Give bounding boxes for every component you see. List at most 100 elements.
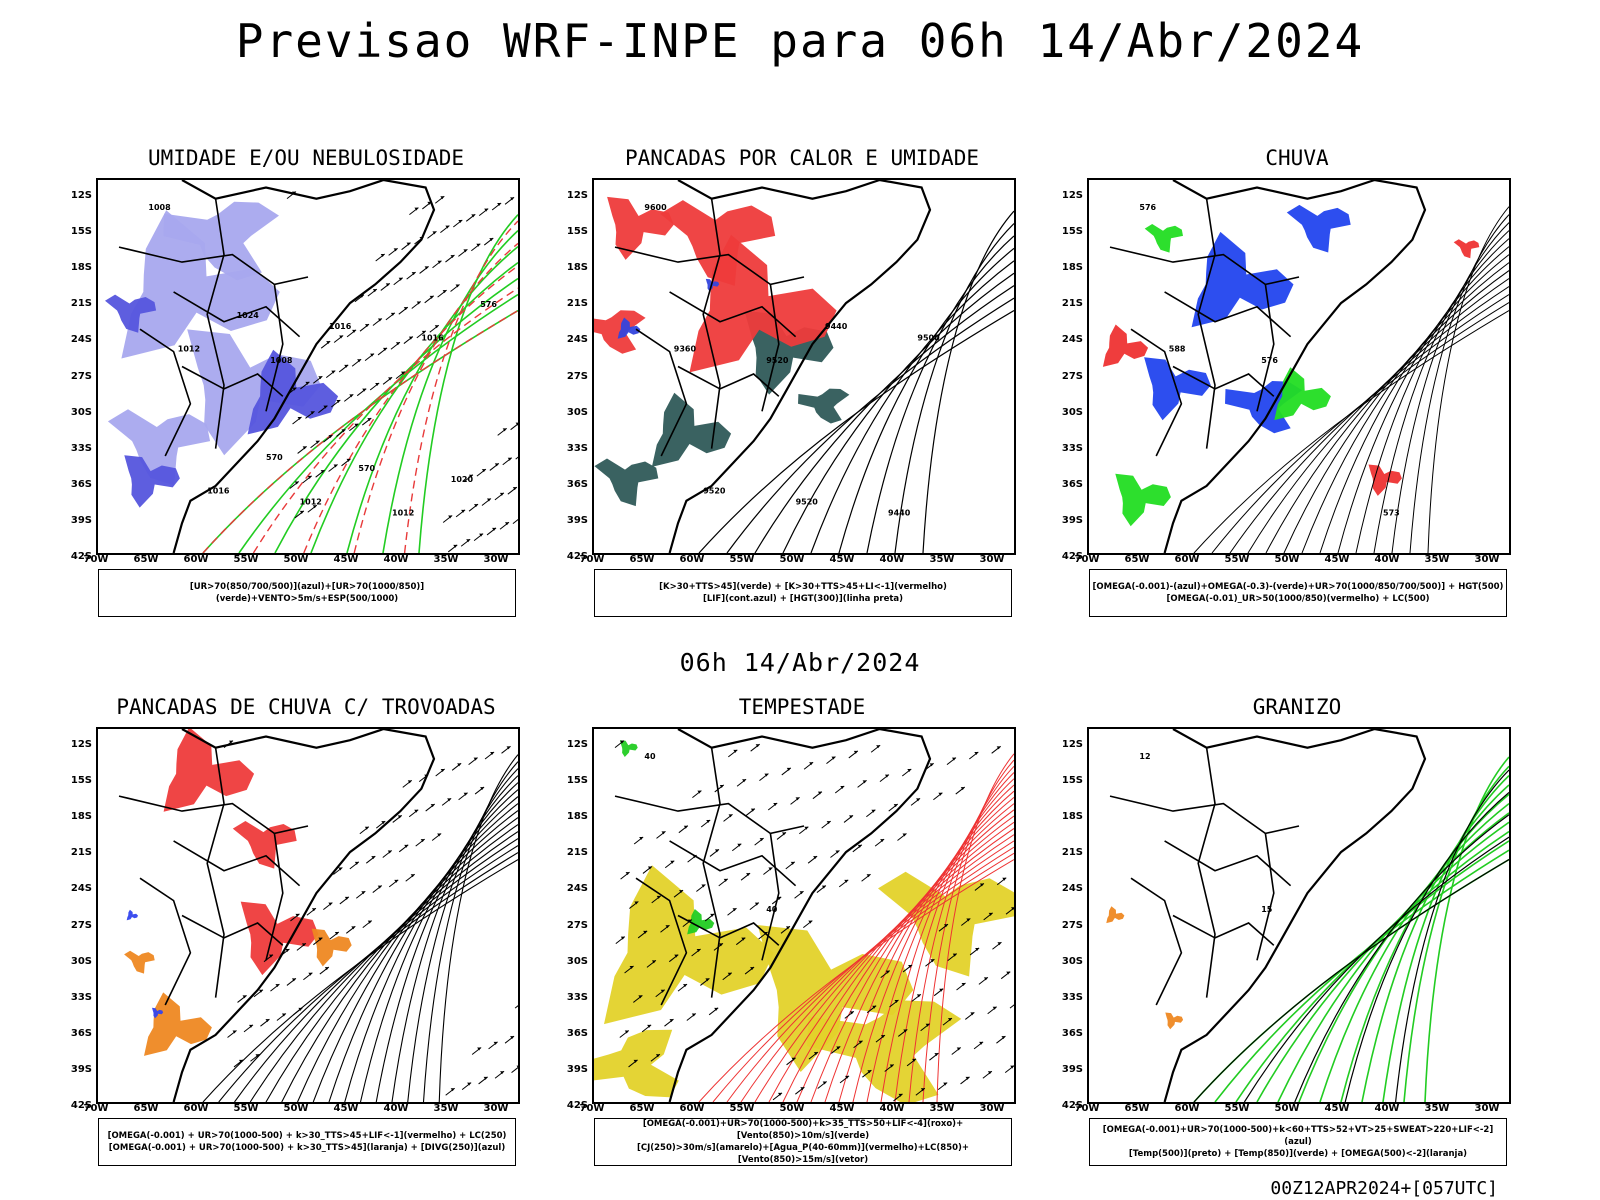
wind-vector [455,509,466,518]
country-border [1164,291,1292,338]
contour-line [782,821,1014,1102]
contour-line [1427,206,1509,553]
latitude-tick-label: 27S [566,919,588,931]
wind-vector [767,802,778,811]
wind-vector [365,855,376,864]
legend-line: [LIF](cont.azul) + [HGT(300)](linha pret… [702,594,904,604]
longitude-tick-label: 70W [579,554,605,565]
wind-vector [292,416,302,425]
wind-vector [325,370,336,378]
wind-vector [929,1052,939,1061]
country-border [1197,747,1216,998]
wind-vector [911,993,922,1002]
wind-vector [660,924,670,933]
contour-line [1361,784,1509,1102]
wind-vector [996,1035,1006,1044]
wind-vector [471,1047,482,1055]
country-border [173,840,301,887]
latitude-tick-label: 36S [566,478,588,490]
longitude-tick-label: 45W [333,1103,359,1114]
wind-vector [369,382,380,391]
latitude-tick-label: 42S [566,1100,588,1111]
field-shading [152,1007,164,1019]
panel-title: PANCADAS DE CHUVA C/ TROVOADAS [116,695,496,719]
field-shading [107,409,211,486]
longitude-tick-label: 45W [829,1103,855,1114]
wind-vector [906,1058,917,1067]
legend-line: [OMEGA(-0.001)-(azul)+OMEGA(-0.3)-(verde… [1092,582,1504,592]
latitude-tick-label: 36S [1061,1027,1083,1039]
wind-vector [650,1053,661,1062]
wind-vector [664,860,675,869]
contour-line [391,775,518,1102]
wind-vector [750,743,760,752]
legend-line: [OMEGA(-0.001) + UR>70(1000-500) + k>30_… [107,1131,507,1141]
wind-vector [450,284,460,292]
wind-vector [243,1024,254,1033]
wind-vector [687,854,697,863]
contour-line [1235,840,1509,1102]
wind-vector [409,207,419,215]
contour-line [252,287,518,553]
wind-vector [424,295,434,304]
wind-vector [655,989,666,998]
latitude-tick-label: 36S [70,478,92,490]
latitude-tick-label: 33S [1061,991,1083,1003]
field-shading [124,950,155,974]
wind-vector [795,1086,805,1095]
legend-line: [OMEGA(-0.001)+UR>70(1000-500)+k<60+TTS>… [1102,1125,1494,1147]
wind-vector [874,838,885,847]
wind-vector [897,833,907,841]
wind-vector [727,907,737,916]
longitude-tick-label: 40W [1374,1103,1400,1114]
wind-vector [637,930,648,939]
contour-line [265,831,518,1102]
contour-line [1337,246,1509,553]
contour-line [866,784,1014,1102]
wind-vector [263,954,274,963]
contour-line [712,852,1014,1102]
contour-line [346,245,518,553]
panel-legend: [OMEGA(-0.001)+UR>70(1000-500)+k<60+TTS>… [1089,1118,1507,1166]
country-border [635,328,688,457]
longitude-tick-label: 50W [283,554,309,565]
wind-vector [620,871,630,880]
wind-vector [839,1075,850,1084]
wind-vector [991,745,1001,754]
wind-vector [382,376,393,385]
wind-vector [416,330,427,339]
wind-vector [401,242,411,251]
wind-vector [478,208,489,217]
longitude-tick-label: 50W [1274,1103,1300,1114]
wind-vector [380,283,391,291]
wind-vector [463,474,474,483]
wind-vector [293,1007,303,1016]
contour-line [1340,793,1509,1102]
latitude-tick-label: 27S [70,370,92,382]
wind-vector [794,890,804,899]
wind-vector [853,1040,863,1049]
wind-vector [320,340,331,349]
wind-vector [633,836,644,845]
longitude-tick-label: 70W [83,554,109,565]
wind-vector [447,544,458,553]
latitude-tick-label: 12S [70,190,92,201]
field-shading [594,458,659,507]
latitude-tick-label: 30S [1061,406,1083,418]
wind-vector [388,879,399,888]
contour-line [894,223,1014,553]
latitude-tick-label: 18S [70,262,92,274]
field-shading [144,992,212,1056]
country-border [614,795,805,835]
wind-vector [749,902,760,910]
latitude-tick-label: 39S [566,514,588,526]
wind-vector [451,762,462,771]
longitude-tick-label: 70W [83,1103,109,1114]
contour-line [922,210,1014,553]
wind-vector [434,195,445,204]
legend-line: [OMEGA(-0.01)_UR>50(1000/850)(vermelho) … [1166,594,1430,604]
latitude-tick-label: 39S [70,1063,92,1075]
latitude-tick-label: 15S [566,775,588,787]
wind-vector [375,253,386,262]
wind-vector [431,833,442,841]
